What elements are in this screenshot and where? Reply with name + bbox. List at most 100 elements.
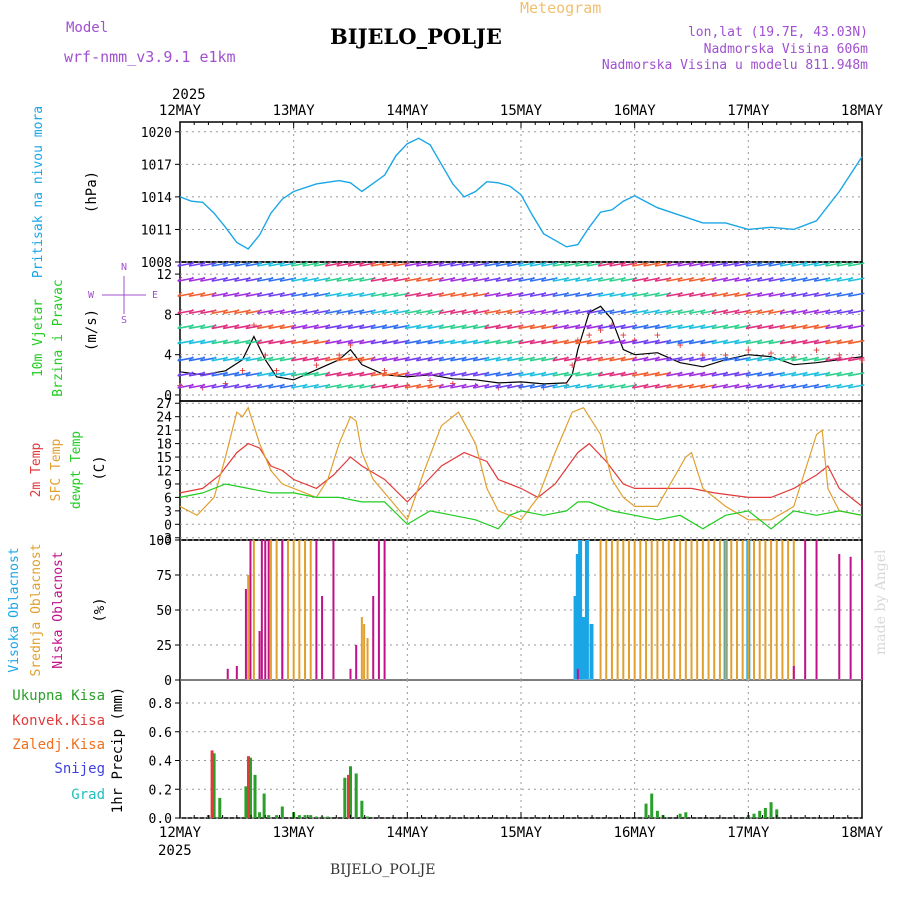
wind-arrowhead bbox=[711, 308, 717, 314]
cloud-low-bar bbox=[226, 668, 229, 680]
precip-total-bar bbox=[275, 815, 279, 818]
wind-arrowhead bbox=[597, 339, 603, 345]
cloud-mid-bar bbox=[650, 540, 653, 680]
wind-arrowhead bbox=[450, 383, 455, 389]
wind-arrowhead bbox=[325, 383, 330, 389]
wind-arrowhead bbox=[415, 356, 421, 362]
wind-arrowhead bbox=[495, 308, 501, 314]
gust-marker: + bbox=[859, 354, 866, 367]
wind-arrowhead bbox=[722, 356, 728, 362]
wind-arrowhead bbox=[802, 371, 808, 377]
wind-arrowhead bbox=[484, 371, 490, 377]
wind-arrowhead bbox=[802, 339, 808, 345]
wind-arrow bbox=[848, 324, 865, 330]
precip-total-bar bbox=[253, 774, 257, 818]
wind-arrowhead bbox=[836, 276, 842, 282]
cloud-mid-bar bbox=[622, 540, 625, 680]
wind-arrowhead bbox=[325, 308, 330, 314]
y-tick-label: 21 bbox=[156, 424, 172, 439]
wind-arrowhead bbox=[620, 371, 626, 377]
wind-arrowhead bbox=[370, 291, 376, 297]
wind-arrowhead bbox=[188, 324, 194, 329]
wind-arrowhead bbox=[222, 308, 228, 314]
cloud-low-bar bbox=[349, 668, 352, 680]
wind-arrowhead bbox=[563, 324, 569, 329]
wind-arrowhead bbox=[688, 261, 694, 267]
wind-arrowhead bbox=[370, 261, 376, 267]
wind-arrowhead bbox=[552, 308, 558, 314]
wind-arrowhead bbox=[722, 371, 728, 377]
wind-arrowhead bbox=[677, 356, 683, 362]
wind-arrow bbox=[848, 262, 865, 267]
wind-arrowhead bbox=[472, 291, 478, 297]
wind-arrowhead bbox=[461, 291, 467, 297]
dewpt-label: dewpt Temp bbox=[69, 431, 84, 509]
precip-total-bar bbox=[349, 766, 352, 818]
wind-arrowhead bbox=[734, 383, 740, 389]
wind-arrowhead bbox=[370, 339, 376, 345]
wind-arrowhead bbox=[802, 324, 808, 329]
cloud-high-bar bbox=[581, 617, 586, 680]
x-tick-label-bottom: 14MAY bbox=[386, 825, 429, 841]
wind-arrowhead bbox=[404, 383, 410, 389]
wind-arrowhead bbox=[359, 308, 364, 314]
wind-arrowhead bbox=[779, 261, 785, 267]
wind-arrowhead bbox=[529, 383, 535, 389]
wind-arrowhead bbox=[518, 383, 524, 389]
wind-arrowhead bbox=[700, 261, 705, 267]
precip-legend-label: Zaledj.Kisa bbox=[12, 737, 105, 753]
year-label-bottom: 2025 bbox=[158, 843, 192, 859]
wind-arrowhead bbox=[609, 261, 615, 267]
wind-arrowhead bbox=[222, 276, 228, 282]
wind-arrowhead bbox=[336, 276, 342, 282]
wind-arrowhead bbox=[347, 324, 353, 329]
wind-arrowhead bbox=[666, 324, 671, 329]
wind-arrowhead bbox=[393, 371, 399, 377]
wind-arrowhead bbox=[381, 371, 387, 377]
wind-arrowhead bbox=[461, 261, 467, 267]
y-tick-label: -3 bbox=[156, 532, 172, 547]
wind-arrowhead bbox=[768, 291, 774, 297]
wind-arrowhead bbox=[472, 324, 478, 329]
wind-arrowhead bbox=[756, 324, 762, 329]
wind-arrowhead bbox=[597, 356, 603, 362]
wind-arrowhead bbox=[688, 339, 694, 345]
wind-arrowhead bbox=[529, 356, 535, 362]
wind-arrowhead bbox=[279, 261, 285, 267]
wind-arrowhead bbox=[450, 308, 455, 314]
wind-arrowhead bbox=[563, 308, 569, 314]
gust-marker: + bbox=[427, 374, 434, 387]
precip-total-bar bbox=[309, 815, 313, 818]
wind-arrowhead bbox=[234, 371, 239, 377]
pressure-line bbox=[179, 137, 863, 250]
wind-arrowhead bbox=[234, 276, 239, 282]
cloud-mid-bar bbox=[304, 540, 307, 680]
wind-arrowhead bbox=[631, 383, 637, 389]
wind-arrowhead bbox=[666, 291, 671, 297]
chart-subtitle: Meteogram bbox=[520, 0, 602, 17]
wind-arrowhead bbox=[336, 324, 342, 329]
wind-arrowhead bbox=[472, 383, 478, 389]
wind-arrowhead bbox=[609, 324, 615, 329]
elevation-text: Nadmorska Visina 606m bbox=[703, 42, 868, 57]
cloud-low-bar bbox=[281, 540, 284, 680]
wind-arrowhead bbox=[609, 383, 615, 389]
cloud-mid-bar bbox=[792, 540, 795, 680]
wind-arrowhead bbox=[643, 339, 649, 345]
cloud-mid-bar bbox=[747, 540, 750, 680]
wind-arrowhead bbox=[825, 291, 831, 297]
y-tick-label: 1008 bbox=[141, 256, 172, 271]
wind-arrowhead bbox=[427, 339, 433, 345]
precip-legend-label: Snijeg bbox=[54, 761, 105, 777]
wind-arrowhead bbox=[302, 383, 308, 389]
wind-arrowhead bbox=[711, 324, 717, 329]
wind-arrowhead bbox=[688, 324, 694, 329]
cloud-low-bar bbox=[383, 540, 386, 680]
wind-arrowhead bbox=[847, 324, 853, 329]
wind-arrowhead bbox=[222, 356, 228, 362]
x-tick-label-bottom: 13MAY bbox=[273, 825, 316, 841]
wind-arrowhead bbox=[359, 324, 364, 329]
wind-arrowhead bbox=[688, 383, 694, 389]
wind-arrowhead bbox=[677, 383, 683, 389]
